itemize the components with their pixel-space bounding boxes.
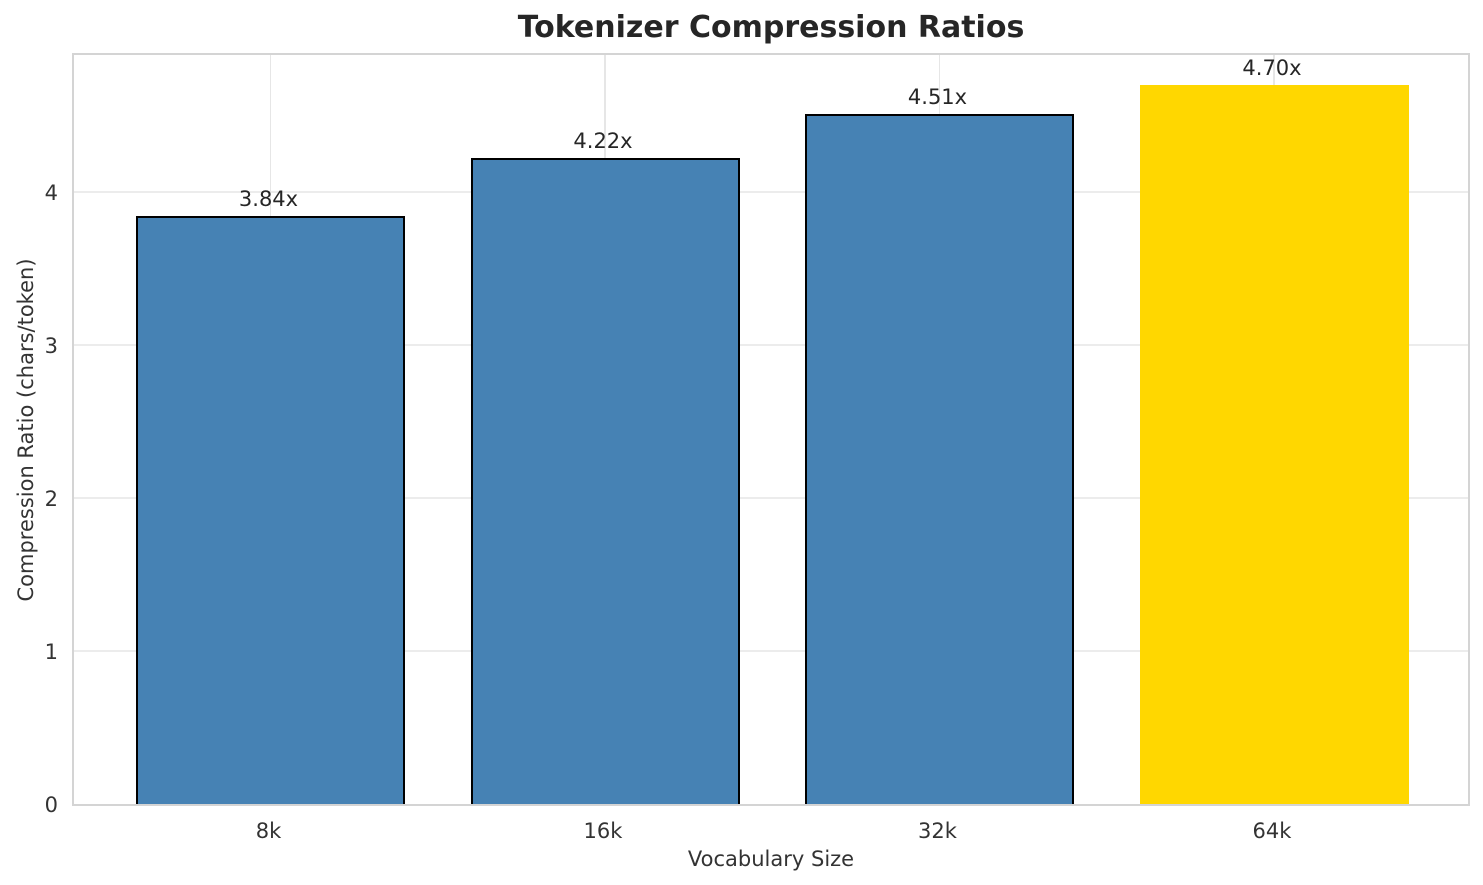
xtick-label-64k: 64k: [1252, 819, 1292, 843]
bar-16k: [470, 158, 740, 804]
ytick-label-0: 0: [44, 793, 58, 817]
bar-value-label-64k: 4.70x: [1242, 55, 1302, 80]
xtick-label-16k: 16k: [583, 819, 623, 843]
ytick-label-4: 4: [44, 180, 58, 205]
gridline-horizontal-y4: [74, 191, 1468, 193]
bar-64k: [1139, 84, 1409, 804]
ytick-label-1: 1: [44, 639, 58, 664]
ytick-label-2: 2: [44, 486, 58, 511]
y-axis-title: Compression Ratio (chars/token): [14, 258, 38, 602]
xtick-label-32k: 32k: [918, 819, 957, 843]
gridline-horizontal-y1: [74, 650, 1468, 652]
bar-value-label-16k: 4.22x: [573, 129, 633, 154]
chart-title: Tokenizer Compression Ratios: [517, 10, 1025, 45]
bar-8k: [136, 216, 405, 804]
xtick-label-8k: 8k: [255, 819, 282, 843]
plot-area: [72, 53, 1470, 806]
gridline-horizontal-y2: [74, 497, 1468, 499]
gridline-horizontal-y3: [74, 344, 1468, 346]
bar-value-label-32k: 4.51x: [907, 84, 968, 109]
bar-value-label-8k: 3.84x: [238, 187, 299, 212]
ytick-label-3: 3: [44, 333, 58, 358]
x-axis-title: Vocabulary Size: [687, 847, 855, 871]
bar-32k: [805, 113, 1074, 804]
